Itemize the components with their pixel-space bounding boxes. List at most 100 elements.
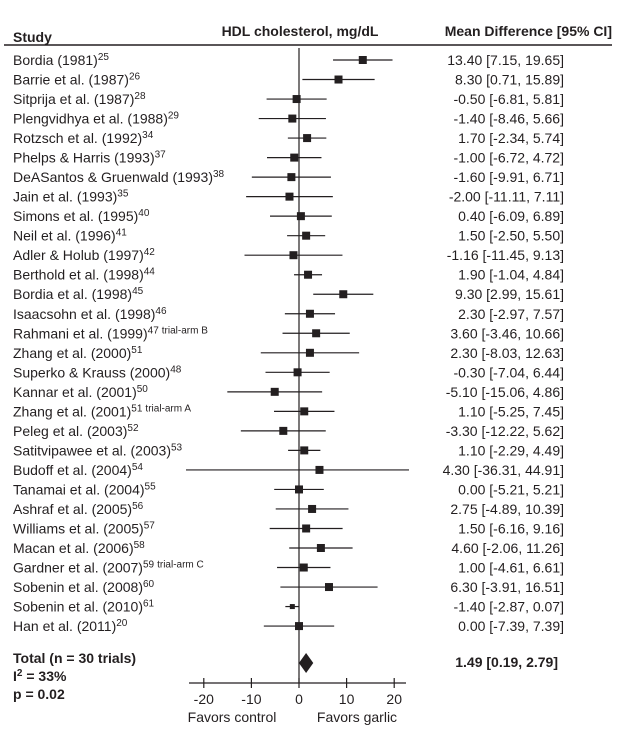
study-name: Bordia et al. (1998)45 <box>13 286 144 302</box>
study-name: Sobenin et al. (2010)61 <box>13 599 155 615</box>
study-reference: 55 <box>145 481 157 492</box>
point-estimate-marker <box>300 446 309 455</box>
effect-estimate-label: 8.30 [0.71, 15.89] <box>455 72 564 88</box>
study-reference: 46 <box>155 306 167 317</box>
point-estimate-marker <box>300 407 309 416</box>
study-name: Han et al. (2011)20 <box>13 618 128 634</box>
study-name: Zhang et al. (2000)51 <box>13 345 143 361</box>
effect-estimate-label: -1.00 [-6.72, 4.72] <box>453 150 564 166</box>
x-axis-ticks: -20 -10 0 10 20 <box>194 678 402 707</box>
header-plot-title: HDL cholesterol, mg/dL <box>222 23 379 39</box>
point-estimate-marker <box>316 544 325 552</box>
effect-estimate-label: -1.16 [-11.45, 9.13] <box>447 247 564 263</box>
point-estimate-marker <box>288 114 297 123</box>
study-name: Berthold et al. (1998)44 <box>13 267 155 283</box>
study-reference: 41 <box>116 228 128 239</box>
study-name: Budoff et al. (2004)54 <box>13 462 143 478</box>
effect-estimate-label: 4.30 [-36.31, 44.91] <box>443 462 564 478</box>
study-name: Barrie et al. (1987)26 <box>13 72 141 88</box>
study-reference: 45 <box>132 286 144 297</box>
effect-estimate-label: 0.00 [-7.39, 7.39] <box>458 618 564 634</box>
study-name: Satitvipawee et al. (2003)53 <box>13 442 183 458</box>
x-tick-label: -10 <box>241 691 261 707</box>
study-name-text: Peleg et al. (2003) <box>13 423 127 439</box>
study-name: Jain et al. (1993)35 <box>13 189 129 205</box>
effect-estimate-label: -1.40 [-8.46, 5.66] <box>453 111 564 127</box>
point-estimate-marker <box>270 387 279 396</box>
x-tick-label: 0 <box>295 691 303 707</box>
study-reference: 20 <box>116 618 128 629</box>
study-name-text: Williams et al. (2005) <box>13 520 144 536</box>
study-row: Bordia (1981)25 13.40 [7.15, 19.65] <box>13 52 564 68</box>
study-name: Gardner et al. (2007)59 trial-arm C <box>13 560 204 576</box>
study-reference: 58 <box>134 540 146 551</box>
study-row: Rahmani et al. (1999)47 trial-arm B 3.60 [… <box>13 325 564 341</box>
study-row: Rotzsch et al. (1992)34 1.70 [-2.34, 5.74… <box>13 130 564 146</box>
study-row: Macan et al. (2006)58 4.60 [-2.06, 11.26] <box>13 540 564 556</box>
study-reference: 50 <box>137 384 149 395</box>
point-estimate-marker <box>302 231 311 240</box>
study-note: trial-arm A <box>145 403 191 414</box>
study-name-text: Phelps & Harris (1993) <box>13 150 155 166</box>
effect-estimate-label: 1.10 [-2.29, 4.49] <box>458 442 564 458</box>
effect-estimate-label: -1.60 [-9.91, 6.71] <box>453 169 564 185</box>
effect-estimate-label: 0.40 [-6.09, 6.89] <box>458 208 564 224</box>
study-reference: 42 <box>144 247 156 258</box>
study-row: Berthold et al. (1998)44 1.90 [-1.04, 4.8… <box>13 267 564 283</box>
study-name: Simons et al. (1995)40 <box>13 208 150 224</box>
study-row: Williams et al. (2005)57 1.50 [-6.16, 9.1… <box>13 520 564 536</box>
study-reference: 52 <box>127 423 139 434</box>
point-estimate-marker <box>305 348 314 357</box>
study-reference: 29 <box>168 111 180 122</box>
point-estimate-marker <box>292 95 301 104</box>
pooled-effect-label: 1.49 [0.19, 2.79] <box>455 654 558 670</box>
effect-estimate-label: 1.90 [-1.04, 4.84] <box>458 267 564 283</box>
study-name: Rahmani et al. (1999)47 trial-arm B <box>13 325 208 341</box>
study-name: Kannar et al. (2001)50 <box>13 384 148 400</box>
x-tick-label: -20 <box>194 691 214 707</box>
point-estimate-marker <box>324 583 333 592</box>
study-reference: 51 <box>131 403 143 414</box>
effect-estimate-label: 0.00 [-5.21, 5.21] <box>458 481 564 497</box>
study-name-text: Zhang et al. (2000) <box>13 345 131 361</box>
pooled-effect-diamond <box>298 653 314 673</box>
study-name-text: Adler & Holub (1997) <box>13 247 144 263</box>
study-name-text: Neil et al. (1996) <box>13 228 116 244</box>
study-name-text: Satitvipawee et al. (2003) <box>13 442 171 458</box>
study-name-text: Plengvidhya et al. (1988) <box>13 111 168 127</box>
total-label: Total (n = 30 trials) <box>13 650 136 666</box>
study-name-text: Rotzsch et al. (1992) <box>13 130 142 146</box>
point-estimate-marker <box>358 56 367 64</box>
point-estimate-marker <box>287 173 296 182</box>
effect-estimate-label: -3.30 [-12.22, 5.62] <box>446 423 564 439</box>
study-name: Isaacsohn et al. (1998)46 <box>13 306 167 322</box>
study-row: Neil et al. (1996)41 1.50 [-2.50, 5.50] <box>13 228 564 244</box>
study-row: Sobenin et al. (2008)60 6.30 [-3.91, 16.5… <box>13 579 564 595</box>
study-row: Superko & Krauss (2000)48 -0.30 [-7.04, 6… <box>13 364 564 380</box>
study-name: Zhang et al. (2001)51 trial-arm A <box>13 403 191 419</box>
study-name-text: Superko & Krauss (2000) <box>13 364 170 380</box>
study-reference: 44 <box>144 267 156 278</box>
study-row: Simons et al. (1995)40 0.40 [-6.09, 6.89] <box>13 208 564 224</box>
x-tick-label: 20 <box>386 691 402 707</box>
study-name: Bordia (1981)25 <box>13 52 109 68</box>
study-name-text: Sitprija et al. (1987) <box>13 91 134 107</box>
effect-estimate-label: 1.50 [-6.16, 9.16] <box>458 520 564 536</box>
point-estimate-marker <box>305 309 314 318</box>
study-name-text: Zhang et al. (2001) <box>13 403 131 419</box>
study-row: Han et al. (2011)20 0.00 [-7.39, 7.39] <box>13 618 564 634</box>
study-name: Peleg et al. (2003)52 <box>13 423 139 439</box>
point-estimate-marker <box>289 251 298 260</box>
study-name: DeASantos & Gruenwald (1993)38 <box>13 169 225 185</box>
effect-estimate-label: -2.00 [-11.11, 7.11] <box>449 189 564 205</box>
study-name-text: Sobenin et al. (2010) <box>13 599 143 615</box>
x-tick-label: 10 <box>339 691 355 707</box>
study-row: Adler & Holub (1997)42 -1.16 [-11.45, 9.1… <box>13 247 564 263</box>
study-reference: 54 <box>132 462 144 473</box>
effect-estimate-label: 1.00 [-4.61, 6.61] <box>458 560 564 576</box>
study-name-text: Gardner et al. (2007) <box>13 560 143 576</box>
header-study: Study <box>13 29 52 45</box>
study-row: Tanamai et al. (2004)55 0.00 [-5.21, 5.21… <box>13 481 564 497</box>
point-estimate-marker <box>339 290 348 299</box>
